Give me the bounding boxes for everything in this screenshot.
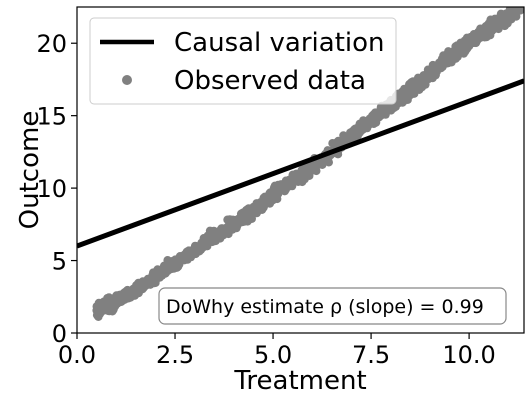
causal-line bbox=[77, 78, 524, 249]
x-axis-label: Treatment bbox=[233, 366, 366, 396]
scatter-point bbox=[124, 288, 133, 297]
legend-dot-swatch bbox=[122, 75, 132, 85]
scatter-point bbox=[321, 156, 330, 165]
scatter-point bbox=[282, 180, 291, 189]
scatter-point bbox=[280, 187, 289, 196]
scatter-point bbox=[105, 301, 114, 310]
scatter-point bbox=[298, 170, 307, 180]
y-axis: 0 5 10 15 20 bbox=[36, 30, 77, 348]
scatter-point bbox=[487, 26, 497, 36]
scatter-point bbox=[398, 92, 408, 101]
legend-label-observed: Observed data bbox=[174, 66, 366, 96]
y-tick-label: 0 bbox=[52, 320, 67, 348]
scatter-point bbox=[450, 46, 459, 55]
y-tick-label: 15 bbox=[36, 103, 67, 131]
legend: Causal variation Observed data bbox=[89, 17, 397, 105]
scatter-point bbox=[93, 303, 102, 312]
scatter-point bbox=[398, 98, 407, 107]
scatter-point bbox=[292, 174, 301, 184]
scatter-point bbox=[480, 33, 489, 42]
scatter-point bbox=[203, 242, 212, 251]
scatter-point bbox=[468, 32, 477, 42]
scatter-point bbox=[194, 247, 203, 256]
scatter-point bbox=[162, 263, 172, 272]
y-axis-label: Outcome bbox=[15, 111, 45, 230]
scatter-point bbox=[500, 21, 509, 31]
scatter-point bbox=[516, 7, 524, 15]
scatter-point bbox=[428, 67, 437, 77]
scatter-point bbox=[117, 293, 127, 302]
x-axis: 0.0 2.5 5.0 7.5 10.0 bbox=[58, 333, 496, 369]
scatter-point bbox=[382, 107, 391, 117]
scatter-point bbox=[169, 257, 178, 266]
scatter-point bbox=[438, 61, 447, 70]
scatter-point bbox=[421, 74, 430, 83]
y-tick-label: 20 bbox=[36, 30, 67, 58]
x-tick-label: 7.5 bbox=[352, 341, 390, 369]
scatter-point bbox=[461, 40, 470, 49]
scatter-point bbox=[135, 282, 145, 291]
scatter-point bbox=[352, 128, 362, 138]
scatter-point bbox=[369, 110, 378, 119]
x-tick-label: 5.0 bbox=[254, 341, 292, 369]
scatter-point bbox=[414, 78, 423, 87]
annotation-box bbox=[158, 287, 507, 325]
scatter-series bbox=[92, 7, 524, 321]
scatter-point bbox=[362, 119, 371, 129]
legend-label-causal: Causal variation bbox=[174, 28, 385, 58]
scatter-point bbox=[521, 7, 524, 8]
y-tick-label: 10 bbox=[36, 175, 67, 203]
scatter-point bbox=[175, 252, 185, 261]
annotation-text: DoWhy estimate ρ (slope) = 0.99 bbox=[166, 296, 484, 318]
y-tick-label: 5 bbox=[52, 248, 67, 276]
x-tick-label: 0.0 bbox=[58, 341, 96, 369]
scatter-point bbox=[268, 190, 277, 200]
legend-box bbox=[89, 17, 397, 105]
scatter-point bbox=[226, 219, 236, 228]
estimate-annotation: DoWhy estimate ρ (slope) = 0.99 bbox=[158, 287, 507, 325]
scatter-point bbox=[405, 84, 414, 93]
scatter-point bbox=[155, 269, 165, 278]
scatter-point bbox=[219, 225, 228, 234]
x-tick-label: 2.5 bbox=[156, 341, 194, 369]
scatter-point bbox=[439, 54, 448, 63]
scatter-point bbox=[428, 60, 438, 70]
scatter-point bbox=[257, 200, 266, 209]
scatter-point bbox=[252, 208, 261, 218]
plot-frame bbox=[76, 6, 525, 334]
scatter-point bbox=[306, 164, 315, 173]
x-tick-label: 10.0 bbox=[442, 341, 495, 369]
scatter-point bbox=[502, 10, 511, 19]
scatter-point bbox=[240, 212, 249, 221]
scatter-point bbox=[150, 275, 160, 284]
line-series bbox=[77, 78, 524, 249]
